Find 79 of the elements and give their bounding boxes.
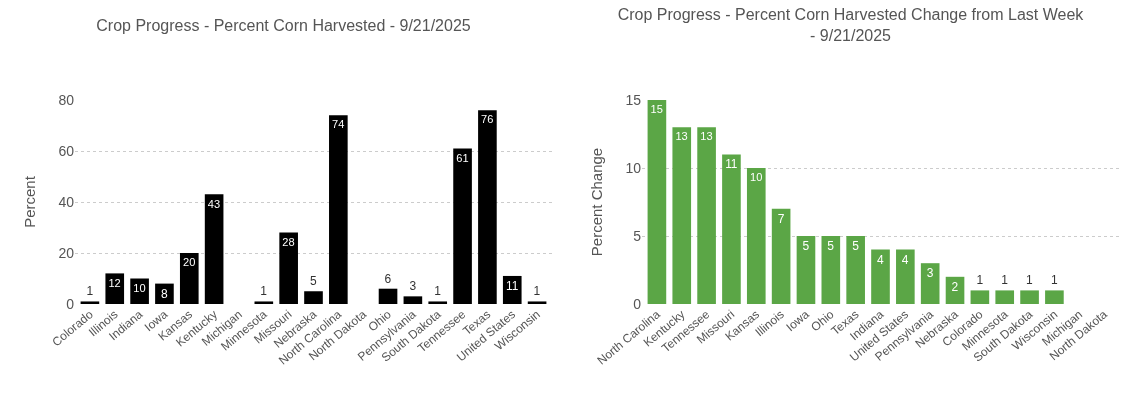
bar (378, 288, 398, 304)
bar (478, 110, 497, 304)
data-label: 3 (926, 266, 934, 281)
bar (453, 148, 472, 304)
bar (527, 301, 547, 304)
y-tick-label: 20 (58, 244, 75, 261)
data-label: 13 (675, 130, 688, 143)
data-label: 15 (650, 103, 663, 116)
data-label: 10 (133, 281, 146, 294)
bar (672, 127, 692, 304)
data-label: 28 (282, 235, 295, 248)
bar (105, 273, 125, 304)
y-tick-label: 60 (58, 142, 75, 159)
bar (428, 301, 448, 304)
bar (722, 154, 741, 304)
data-label: 11 (725, 157, 738, 172)
data-label: 1 (1026, 273, 1034, 288)
data-label: 1 (1001, 273, 1009, 288)
bar (304, 291, 323, 304)
data-label: 43 (207, 197, 221, 210)
y-tick-label: 10 (625, 159, 642, 176)
bar (502, 275, 522, 304)
bar (179, 253, 199, 304)
y-tick-label: 15 (625, 91, 642, 108)
x-tick-label: Iowa (783, 306, 812, 335)
bar (821, 236, 841, 304)
bar (329, 115, 348, 304)
bar (995, 290, 1015, 304)
y-axis-title: Percent (21, 175, 38, 228)
data-label: 11 (505, 278, 519, 293)
data-label: 10 (749, 171, 763, 184)
data-label: 12 (108, 276, 121, 289)
bar (80, 301, 100, 304)
bar (279, 232, 298, 304)
bar (204, 194, 224, 304)
data-label: 5 (802, 239, 810, 253)
bar (746, 168, 766, 304)
data-label: 4 (901, 252, 909, 267)
y-axis-title: Percent Change (588, 147, 605, 257)
data-label: 5 (827, 239, 835, 253)
y-tick-label: 80 (58, 91, 75, 108)
bar (403, 296, 423, 304)
data-label: 1 (976, 273, 984, 288)
y-tick-label: 0 (633, 295, 642, 312)
bar (647, 100, 667, 304)
data-label: 1 (434, 284, 442, 299)
bar (896, 249, 915, 304)
data-label: 5 (852, 239, 860, 253)
data-label: 4 (877, 252, 884, 267)
data-label: 61 (456, 151, 469, 164)
bar (846, 236, 865, 304)
data-label: 1 (1050, 273, 1058, 288)
bar (771, 208, 791, 304)
y-tick-label: 40 (58, 193, 75, 210)
data-label: 1 (86, 284, 94, 299)
data-label: 1 (260, 284, 268, 299)
bar (254, 301, 274, 304)
bar (1020, 290, 1039, 304)
bar (871, 249, 890, 304)
data-label: 13 (700, 130, 713, 143)
data-label: 7 (777, 211, 785, 226)
data-label: 2 (951, 279, 959, 294)
bar (970, 290, 990, 304)
bar (1045, 290, 1064, 304)
chart-title: Crop Progress - Percent Corn Harvested - 9/21/2025 (96, 16, 471, 34)
data-label: 5 (310, 274, 317, 289)
y-tick-label: 0 (66, 295, 75, 312)
data-label: 1 (533, 284, 541, 299)
data-label: 20 (182, 256, 196, 269)
bar (796, 236, 816, 304)
bar (920, 263, 940, 304)
y-tick-label: 5 (633, 227, 642, 244)
data-label: 74 (332, 118, 345, 131)
data-label: 8 (160, 286, 168, 301)
data-label: 6 (384, 271, 392, 286)
chart-title: Crop Progress - Percent Corn Harvested Change from Last Week - 9/21/2025 (617, 5, 1085, 44)
data-label: 3 (409, 279, 417, 294)
data-label: 76 (481, 113, 494, 126)
bar (697, 127, 716, 304)
